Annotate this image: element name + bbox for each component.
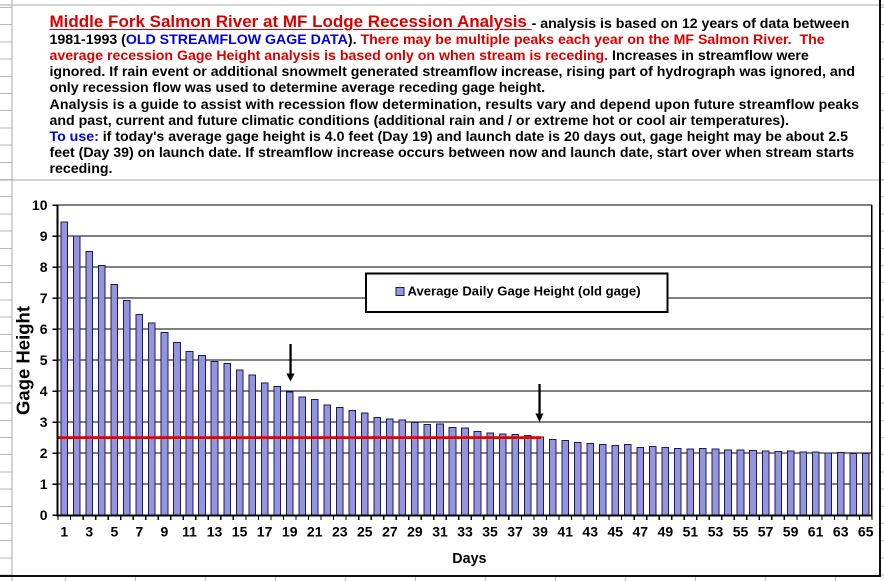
svg-text:9: 9 xyxy=(40,228,48,244)
svg-text:43: 43 xyxy=(582,523,598,539)
svg-text:27: 27 xyxy=(382,523,398,539)
svg-text:65: 65 xyxy=(858,523,874,539)
svg-text:10: 10 xyxy=(32,197,48,213)
svg-text:7: 7 xyxy=(40,290,48,306)
svg-text:7: 7 xyxy=(136,523,144,539)
svg-text:6: 6 xyxy=(40,321,48,337)
svg-text:41: 41 xyxy=(557,523,573,539)
svg-text:57: 57 xyxy=(758,523,774,539)
svg-text:55: 55 xyxy=(733,523,749,539)
svg-text:51: 51 xyxy=(683,523,699,539)
svg-text:37: 37 xyxy=(507,523,523,539)
svg-text:59: 59 xyxy=(783,523,799,539)
svg-text:53: 53 xyxy=(708,523,724,539)
svg-text:45: 45 xyxy=(608,523,624,539)
svg-text:23: 23 xyxy=(332,523,348,539)
svg-text:Days: Days xyxy=(452,551,486,567)
svg-text:1: 1 xyxy=(60,523,68,539)
svg-text:47: 47 xyxy=(633,523,649,539)
svg-text:0: 0 xyxy=(40,507,48,523)
svg-text:8: 8 xyxy=(40,259,48,275)
svg-text:3: 3 xyxy=(85,523,93,539)
svg-text:61: 61 xyxy=(808,523,824,539)
svg-text:63: 63 xyxy=(833,523,849,539)
svg-text:39: 39 xyxy=(532,523,548,539)
svg-text:Gage Height: Gage Height xyxy=(13,306,34,415)
svg-text:33: 33 xyxy=(457,523,473,539)
svg-text:4: 4 xyxy=(40,383,48,399)
svg-text:3: 3 xyxy=(40,414,48,430)
svg-text:5: 5 xyxy=(40,352,48,368)
svg-text:2: 2 xyxy=(40,445,48,461)
svg-text:25: 25 xyxy=(357,523,373,539)
svg-text:Average Daily Gage Height (old: Average Daily Gage Height (old gage) xyxy=(408,283,641,298)
svg-text:31: 31 xyxy=(432,523,448,539)
svg-text:35: 35 xyxy=(482,523,498,539)
svg-text:49: 49 xyxy=(658,523,674,539)
svg-text:9: 9 xyxy=(161,523,169,539)
svg-text:1: 1 xyxy=(40,476,48,492)
svg-text:15: 15 xyxy=(232,523,248,539)
svg-text:29: 29 xyxy=(407,523,423,539)
svg-text:21: 21 xyxy=(307,523,323,539)
svg-text:5: 5 xyxy=(111,523,119,539)
svg-text:17: 17 xyxy=(257,523,273,539)
svg-text:19: 19 xyxy=(282,523,298,539)
svg-text:11: 11 xyxy=(182,523,197,539)
svg-text:13: 13 xyxy=(207,523,223,539)
